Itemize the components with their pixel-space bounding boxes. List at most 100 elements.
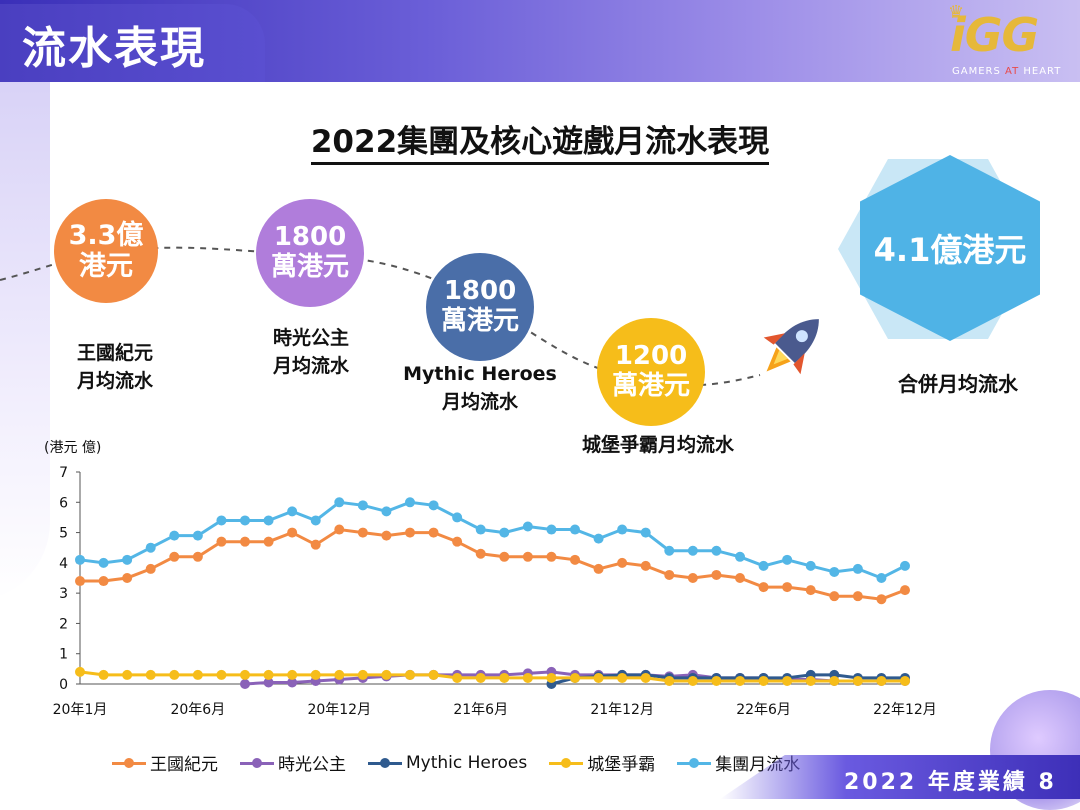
legend-item: 時光公主 — [240, 750, 346, 775]
bubble-mythic-heroes: 1800 萬港元 — [426, 253, 534, 361]
data-point — [805, 560, 816, 571]
legend-label: 時光公主 — [278, 755, 346, 775]
bubble-unit: 港元 — [79, 251, 133, 282]
data-point — [381, 669, 392, 680]
title-tab — [0, 4, 265, 82]
data-point — [735, 573, 745, 583]
data-point — [900, 585, 910, 596]
data-point — [499, 672, 510, 683]
data-point — [475, 672, 486, 683]
label-time-princess: 時光公主 月均流水 — [272, 327, 349, 377]
data-point — [192, 551, 203, 562]
data-point — [570, 524, 580, 535]
bubble-time-princess: 1800 萬港元 — [256, 199, 364, 307]
data-point — [98, 576, 109, 587]
data-point — [617, 557, 628, 568]
data-point — [617, 672, 628, 683]
data-point — [499, 527, 510, 538]
line-chart: (港元 億) 0 1 2 3 4 5 6 7 20年1月 20年6月 20年12月 21年6月 21年… — [44, 440, 937, 718]
total-label: 合併月均流水 — [898, 372, 1018, 396]
data-point — [98, 669, 109, 680]
data-point — [405, 669, 415, 680]
data-point — [287, 506, 298, 517]
data-point — [334, 524, 345, 535]
bubble-unit: 萬港元 — [440, 306, 519, 336]
data-point — [122, 573, 133, 583]
data-point — [687, 573, 698, 583]
bubble-unit: 萬港元 — [270, 252, 349, 282]
data-point — [287, 527, 298, 538]
data-point — [782, 554, 793, 565]
total-value: 4.1億港元 — [860, 155, 1040, 341]
data-point — [570, 672, 580, 683]
x-tick-label: 20年12月 — [307, 702, 371, 718]
series-line — [551, 673, 905, 686]
left-decoration — [0, 82, 50, 602]
data-point — [334, 669, 345, 680]
data-point — [829, 591, 840, 602]
data-point — [263, 515, 274, 526]
data-point — [546, 551, 557, 562]
data-point — [664, 675, 675, 686]
data-point — [522, 521, 533, 532]
y-tick-label: 6 — [59, 495, 68, 511]
series-城堡爭霸 — [75, 666, 910, 686]
bubble-unit: 萬港元 — [611, 371, 690, 401]
data-point — [900, 675, 910, 686]
legend-label: Mythic Heroes — [406, 752, 528, 773]
y-tick-label: 0 — [59, 677, 68, 693]
legend-label: 城堡爭霸 — [587, 755, 656, 775]
bubble-value: 1800 — [273, 222, 347, 253]
data-point — [852, 591, 863, 602]
data-point — [735, 551, 745, 562]
data-point — [735, 675, 745, 686]
legend-swatch — [677, 757, 712, 769]
data-point — [263, 677, 274, 688]
data-point — [593, 672, 604, 683]
y-tick-label: 7 — [59, 465, 68, 481]
legend-item: 城堡爭霸 — [549, 750, 655, 775]
data-point — [145, 542, 156, 553]
data-point — [310, 539, 321, 550]
data-point — [805, 675, 816, 686]
data-point — [452, 672, 463, 683]
data-point — [75, 666, 85, 677]
series-集團月流水 — [75, 497, 910, 583]
x-tick-label: 20年6月 — [170, 702, 225, 718]
data-point — [381, 530, 392, 541]
series-line — [80, 527, 906, 601]
x-tick-label: 21年6月 — [453, 702, 508, 718]
data-point — [805, 585, 816, 596]
label-castle-clash: 城堡爭霸月均流水 — [581, 434, 734, 456]
label-kingdom: 王國紀元 月均流水 — [76, 342, 153, 392]
total-hexagon: 4.1億港元 — [838, 155, 1040, 355]
data-point — [145, 563, 156, 574]
data-point — [240, 536, 250, 547]
data-point — [169, 669, 180, 680]
data-point — [876, 594, 887, 605]
data-point — [75, 554, 85, 565]
footer-band — [720, 755, 1080, 799]
data-point — [687, 675, 698, 686]
data-point — [169, 530, 180, 541]
data-point — [192, 669, 203, 680]
data-point — [522, 672, 533, 683]
legend-item: 王國紀元 — [112, 750, 218, 775]
logo-tagline: GAMERS AT HEART — [952, 66, 1062, 77]
series-line — [79, 500, 906, 580]
rocket-icon — [763, 319, 819, 375]
chart-legend: 王國紀元 時光公主 Mythic Heroes 城堡爭霸 集團月流水 — [112, 750, 832, 775]
legend-swatch — [240, 757, 274, 769]
data-point — [829, 566, 840, 577]
data-point — [640, 527, 651, 538]
data-point — [240, 515, 250, 526]
data-point — [428, 500, 439, 511]
data-point — [405, 527, 415, 538]
bubble-castle-clash: 1200 萬港元 — [597, 318, 705, 426]
x-tick-label: 22年12月 — [873, 702, 937, 718]
legend-swatch — [112, 757, 146, 769]
data-point — [452, 512, 463, 523]
data-point — [216, 515, 227, 526]
footer-page-label: 2022 年度業績 8 — [844, 770, 1057, 795]
data-point — [711, 569, 722, 580]
